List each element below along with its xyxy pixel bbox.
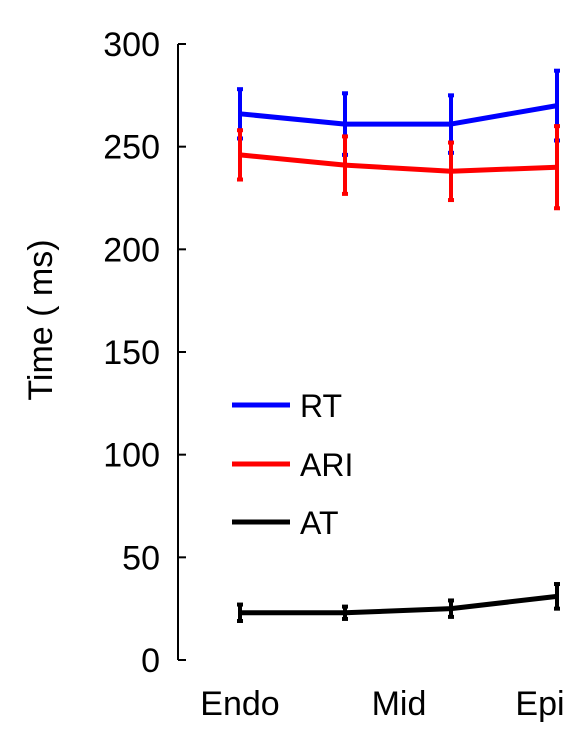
- series-rt: [237, 68, 560, 157]
- error-bar: [342, 134, 348, 196]
- series-line: [239, 103, 558, 127]
- y-ticks: 0 50 100 150 200 250 300: [103, 26, 186, 680]
- series-line: [239, 152, 558, 174]
- x-tick-label: Epi: [515, 685, 564, 723]
- x-tick-label: Endo: [200, 685, 279, 723]
- legend-label: AT: [300, 505, 339, 541]
- error-bar: [237, 602, 243, 623]
- y-tick-label: 250: [103, 129, 160, 167]
- series-line: [240, 593, 558, 616]
- y-axis: 0 50 100 150 200 250 300: [103, 26, 186, 680]
- series-layer: [237, 68, 560, 623]
- error-bar: [554, 582, 560, 611]
- y-tick-label: 200: [103, 231, 160, 269]
- x-axis-labels: Endo Mid Epi: [200, 685, 564, 723]
- x-tick-label: Mid: [372, 685, 427, 723]
- error-bar: [554, 124, 560, 211]
- y-tick-label: 150: [103, 334, 160, 372]
- legend: RT ARI AT: [232, 388, 353, 541]
- error-bar: [448, 598, 454, 619]
- y-tick-label: 0: [141, 642, 160, 680]
- legend-item-ari: ARI: [232, 447, 353, 483]
- y-tick-label: 100: [103, 437, 160, 475]
- series-at: [237, 582, 560, 623]
- y-tick-label: 50: [122, 539, 160, 577]
- error-bar: [448, 140, 454, 203]
- legend-item-rt: RT: [232, 388, 342, 424]
- error-bar: [342, 604, 348, 621]
- y-tick-label: 300: [103, 26, 160, 64]
- y-axis-title: Time ( ms): [22, 239, 60, 400]
- series-ari: [237, 124, 560, 211]
- legend-item-at: AT: [232, 505, 339, 541]
- legend-label: ARI: [300, 447, 353, 483]
- legend-label: RT: [300, 388, 342, 424]
- error-bar: [237, 128, 243, 182]
